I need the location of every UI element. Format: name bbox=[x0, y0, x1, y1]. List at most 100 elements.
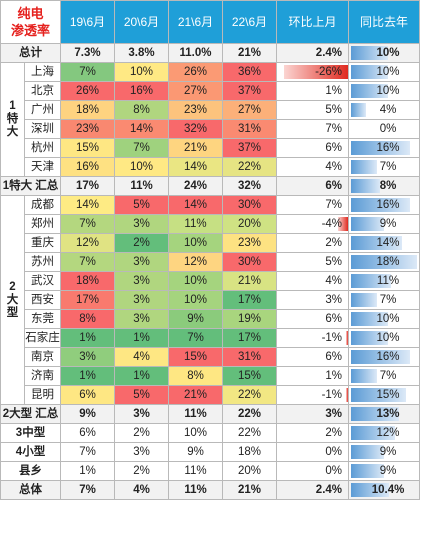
penetration-value: 3.8% bbox=[114, 43, 170, 63]
penetration-value: 23% bbox=[168, 100, 224, 120]
yoy-databar bbox=[351, 103, 366, 117]
city-name: 重庆 bbox=[23, 233, 62, 253]
city-row: 昆明 6% 5% 21% 22% -1% 15% bbox=[1, 385, 421, 405]
table-body: 总计 7.3% 3.8% 11.0% 21% 2.4% 10% 1 特 大上海 7% 10% 26%… bbox=[0, 43, 421, 500]
col-header-2019-jun[interactable]: 19\6月 bbox=[60, 0, 116, 44]
summary-label: 1特大 汇总 bbox=[0, 176, 62, 196]
mom-value: 3% bbox=[325, 293, 343, 306]
yoy-cell: 9% bbox=[348, 461, 421, 481]
yoy-cell: 9% bbox=[348, 442, 421, 462]
mom-cell: 1% bbox=[276, 81, 350, 101]
penetration-value: 15% bbox=[60, 138, 116, 158]
yoy-value: 10% bbox=[376, 84, 400, 97]
yoy-cell: 0% bbox=[348, 119, 421, 139]
mom-value: 3% bbox=[325, 407, 343, 420]
penetration-value: 31% bbox=[222, 347, 278, 367]
mom-databar bbox=[338, 217, 348, 231]
penetration-value: 10% bbox=[168, 271, 224, 291]
mom-cell: -1% bbox=[276, 385, 350, 405]
mom-cell: -4% bbox=[276, 214, 350, 234]
yoy-databar bbox=[351, 160, 377, 174]
yoy-cell: 7% bbox=[348, 366, 421, 386]
mom-cell: 4% bbox=[276, 157, 350, 177]
yoy-databar bbox=[351, 350, 410, 364]
summary-row: 1特大 汇总 17% 11% 24% 32% 6% 8% bbox=[0, 176, 421, 196]
penetration-value: 14% bbox=[168, 195, 224, 215]
yoy-value: 4% bbox=[379, 103, 397, 116]
col-header-2021-jun[interactable]: 21\6月 bbox=[168, 0, 224, 44]
penetration-value: 32% bbox=[222, 176, 278, 196]
summary-row: 2大型 汇总 9% 3% 11% 22% 3% 13% bbox=[0, 404, 421, 424]
yoy-cell: 7% bbox=[348, 157, 421, 177]
city-name: 广州 bbox=[23, 100, 62, 120]
summary-label: 3中型 bbox=[0, 423, 62, 443]
yoy-value: 10% bbox=[376, 65, 400, 78]
group-label-tier1: 1 特 大 bbox=[0, 62, 25, 177]
penetration-value: 6% bbox=[60, 423, 116, 443]
yoy-databar bbox=[351, 255, 418, 269]
penetration-value: 8% bbox=[60, 309, 116, 329]
penetration-value: 21% bbox=[222, 43, 278, 63]
yoy-cell: 10% bbox=[348, 81, 421, 101]
penetration-value: 3% bbox=[114, 309, 170, 329]
summary-label: 2大型 汇总 bbox=[0, 404, 62, 424]
city-row: 杭州 15% 7% 21% 37% 6% 16% bbox=[1, 138, 421, 158]
penetration-value: 36% bbox=[222, 62, 278, 82]
col-header-yoy[interactable]: 同比去年 bbox=[348, 0, 421, 44]
city-row: 北京 26% 16% 27% 37% 1% 10% bbox=[1, 81, 421, 101]
city-name: 武汉 bbox=[23, 271, 62, 291]
city-name: 深圳 bbox=[23, 119, 62, 139]
penetration-value: 16% bbox=[60, 157, 116, 177]
mom-cell: -1% bbox=[276, 328, 350, 348]
table-title: 纯电 渗透率 bbox=[0, 0, 62, 44]
mom-value: -1% bbox=[321, 388, 343, 401]
mom-value: 6% bbox=[325, 312, 343, 325]
yoy-databar bbox=[351, 217, 385, 231]
col-header-mom[interactable]: 环比上月 bbox=[276, 0, 350, 44]
yoy-databar bbox=[351, 141, 410, 155]
mom-cell: 1% bbox=[276, 366, 350, 386]
penetration-value: 9% bbox=[168, 309, 224, 329]
yoy-databar bbox=[351, 312, 388, 326]
penetration-value: 18% bbox=[222, 442, 278, 462]
yoy-cell: 16% bbox=[348, 138, 421, 158]
yoy-cell: 4% bbox=[348, 100, 421, 120]
yoy-cell: 9% bbox=[348, 214, 421, 234]
mom-cell: 0% bbox=[276, 442, 350, 462]
summary-row: 4小型 7% 3% 9% 18% 0% 9% bbox=[0, 442, 421, 462]
yoy-cell: 16% bbox=[348, 195, 421, 215]
mom-cell: 5% bbox=[276, 100, 350, 120]
penetration-value: 15% bbox=[168, 347, 224, 367]
yoy-cell: 18% bbox=[348, 252, 421, 272]
city-row: 深圳 23% 14% 32% 31% 7% 0% bbox=[1, 119, 421, 139]
penetration-value: 12% bbox=[60, 233, 116, 253]
mom-cell: 6% bbox=[276, 309, 350, 329]
penetration-value: 10% bbox=[114, 157, 170, 177]
col-header-2020-jun[interactable]: 20\6月 bbox=[114, 0, 170, 44]
yoy-cell: 13% bbox=[348, 404, 421, 424]
mom-value: 1% bbox=[325, 84, 343, 97]
mom-value: -26% bbox=[315, 65, 343, 78]
mom-cell: 7% bbox=[276, 119, 350, 139]
mom-cell: 2.4% bbox=[276, 43, 350, 63]
penetration-value: 26% bbox=[60, 81, 116, 101]
penetration-value: 3% bbox=[114, 404, 170, 424]
penetration-value: 1% bbox=[114, 366, 170, 386]
mom-value: 6% bbox=[325, 179, 343, 192]
yoy-value: 13% bbox=[376, 407, 400, 420]
penetration-value: 1% bbox=[60, 328, 116, 348]
penetration-value: 15% bbox=[222, 366, 278, 386]
penetration-value: 37% bbox=[222, 138, 278, 158]
city-row: 重庆 12% 2% 10% 23% 2% 14% bbox=[1, 233, 421, 253]
mom-value: 2.4% bbox=[315, 483, 343, 496]
col-header-2022-jun[interactable]: 22\6月 bbox=[222, 0, 278, 44]
penetration-value: 1% bbox=[60, 461, 116, 481]
mom-cell: 2% bbox=[276, 423, 350, 443]
penetration-value: 16% bbox=[114, 81, 170, 101]
penetration-value: 18% bbox=[60, 100, 116, 120]
city-name: 郑州 bbox=[23, 214, 62, 234]
penetration-value: 5% bbox=[114, 195, 170, 215]
penetration-value: 19% bbox=[222, 309, 278, 329]
yoy-cell: 10.4% bbox=[348, 480, 421, 500]
mom-cell: 4% bbox=[276, 271, 350, 291]
